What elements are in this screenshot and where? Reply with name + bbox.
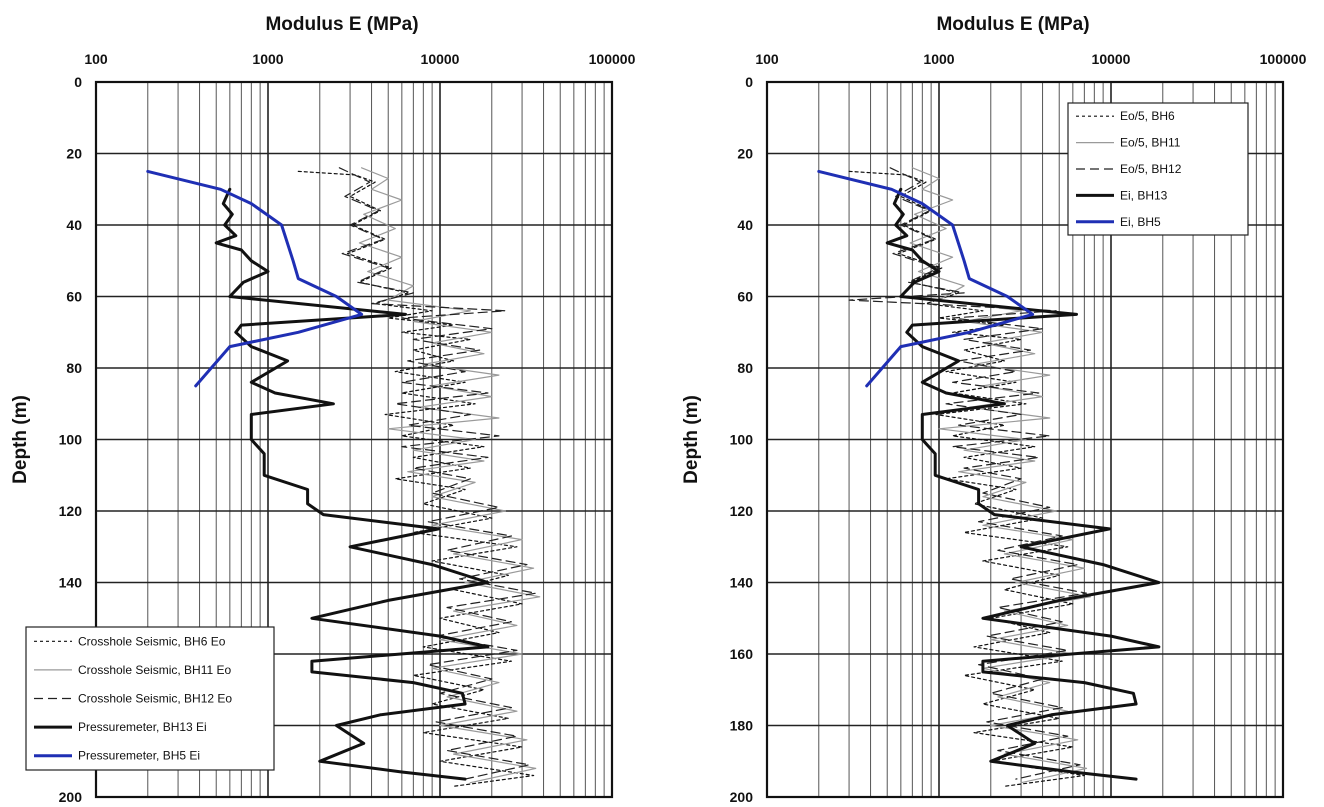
- y-tick-label: 140: [730, 575, 754, 591]
- y-tick-label: 80: [66, 360, 82, 376]
- y-tick-label: 60: [737, 289, 753, 305]
- y-tick-label: 0: [745, 74, 753, 90]
- y-tick-label: 160: [730, 646, 754, 662]
- y-tick-label: 0: [74, 74, 82, 90]
- legend-label: Pressuremeter, BH5 Ei: [78, 749, 200, 763]
- left-legend: Crosshole Seismic, BH6 Eo Crosshole Seism…: [25, 626, 275, 771]
- right-plot-frame: [765, 80, 1285, 799]
- legend-label: Crosshole Seismic, BH6 Eo: [78, 634, 226, 648]
- y-tick-label: 20: [737, 146, 753, 162]
- right-chart: 100 1000 10000 100000 0 20 40 60 80 100 120 140 160 1…: [681, 14, 1307, 805]
- legend-label: Eo/5, BH12: [1120, 162, 1182, 176]
- right-legend: Eo/5, BH6 Eo/5, BH11 Eo/5, BH12 Ei, BH13 Ei,…: [1067, 102, 1249, 236]
- y-tick-label: 100: [730, 432, 754, 448]
- y-tick-label: 20: [66, 146, 82, 162]
- y-tick-label: 80: [737, 360, 753, 376]
- series-line-4: [885, 187, 1161, 781]
- y-axis-title: Depth (m): [10, 395, 31, 484]
- series-line-2: [358, 167, 541, 784]
- x-tick-label: 100000: [1260, 51, 1307, 67]
- series-line-3: [338, 167, 537, 780]
- y-tick-label: 40: [737, 217, 753, 233]
- series-line-5: [817, 169, 1035, 388]
- x-tick-label: 10000: [421, 51, 460, 67]
- series-line-3: [848, 167, 1088, 780]
- x-tick-label: 10000: [1092, 51, 1131, 67]
- legend-label: Ei, BH5: [1120, 215, 1161, 229]
- y-tick-label: 100: [59, 432, 83, 448]
- y-tick-label: 120: [59, 503, 83, 519]
- y-tick-label: 200: [59, 789, 83, 805]
- y-tick-label: 40: [66, 217, 82, 233]
- y-tick-label: 60: [66, 289, 82, 305]
- y-tick-label: 120: [730, 503, 754, 519]
- left-plot-frame: [94, 80, 614, 799]
- legend-label: Crosshole Seismic, BH12 Eo: [78, 692, 232, 706]
- legend-label: Crosshole Seismic, BH11 Eo: [78, 663, 231, 677]
- series-line-4: [214, 187, 490, 781]
- series-line-1: [848, 170, 1086, 787]
- y-axis-title: Depth (m): [681, 395, 702, 484]
- x-tick-label: 100000: [589, 51, 636, 67]
- y-tick-label: 140: [59, 575, 83, 591]
- y-tick-label: 180: [730, 718, 754, 734]
- series-line-1: [297, 170, 535, 787]
- legend-label: Eo/5, BH11: [1120, 136, 1181, 150]
- legend-label: Pressuremeter, BH13 Ei: [78, 720, 207, 734]
- x-axis-title: Modulus E (MPa): [936, 14, 1089, 35]
- legend-label: Eo/5, BH6: [1120, 109, 1175, 123]
- x-tick-label: 100: [755, 51, 779, 67]
- left-chart: 1001000100001000000204060801001201401601…: [10, 14, 636, 805]
- x-axis-title: Modulus E (MPa): [265, 14, 418, 35]
- x-tick-label: 1000: [923, 51, 954, 67]
- series-line-5: [146, 169, 364, 388]
- x-tick-label: 100: [84, 51, 108, 67]
- x-tick-label: 1000: [252, 51, 283, 67]
- y-tick-label: 200: [730, 789, 754, 805]
- legend-label: Ei, BH13: [1120, 188, 1168, 202]
